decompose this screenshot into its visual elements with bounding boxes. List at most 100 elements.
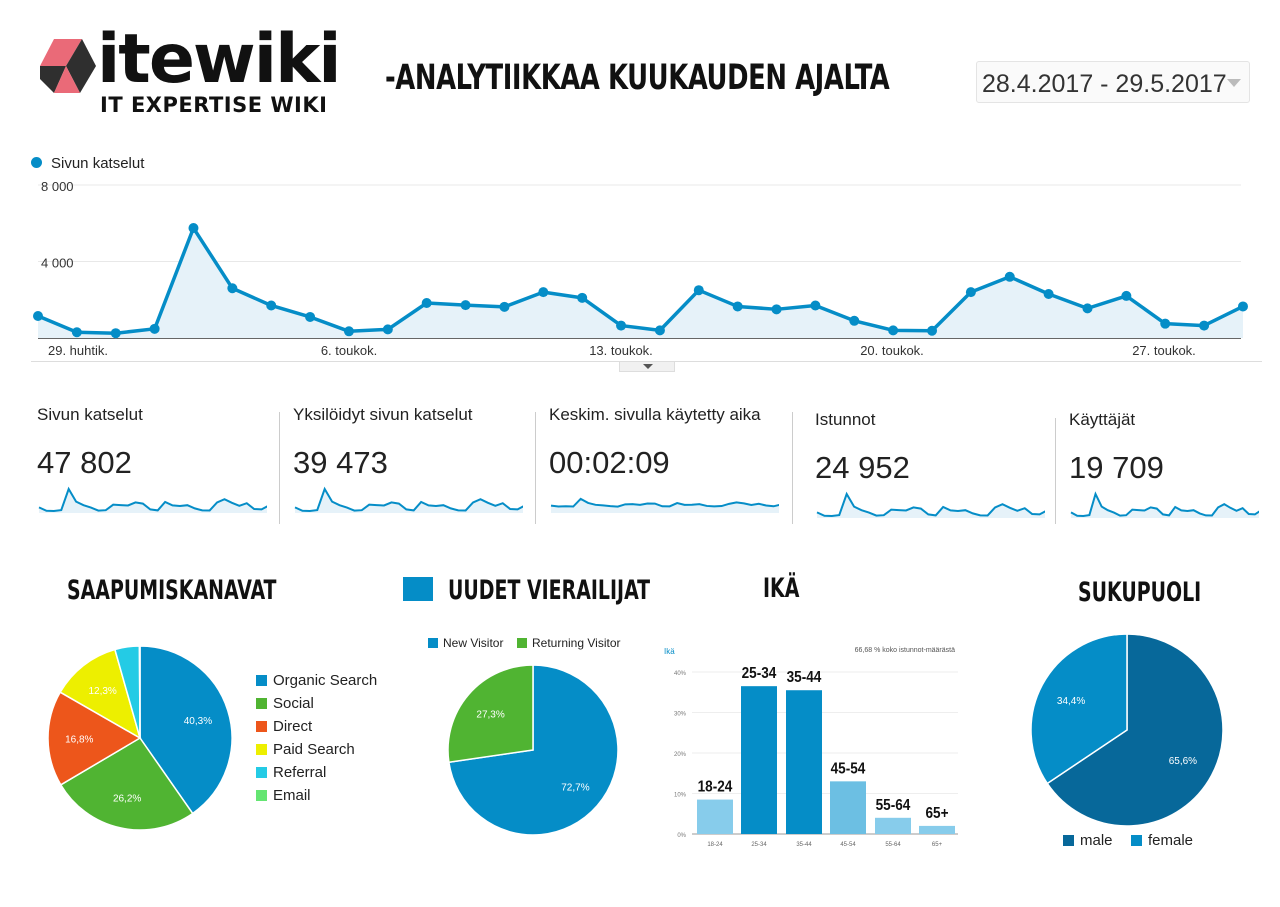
legend-item[interactable]: Email [256,787,311,804]
age-corner-label: Ikä [664,647,675,656]
metric-card[interactable]: Käyttäjät 19 709 [1069,405,1280,530]
age-overlay-label: 25-34 [742,665,777,682]
data-point[interactable] [421,298,432,309]
data-point[interactable] [110,328,121,339]
legend-item[interactable]: Direct [256,718,312,735]
data-point[interactable] [382,324,393,335]
metric-sparkline [816,491,1045,518]
metric-label: Käyttäjät [1069,410,1136,429]
data-point[interactable] [732,301,743,312]
age-bar[interactable] [875,817,911,834]
data-point[interactable] [305,311,316,322]
data-point[interactable] [1082,303,1093,314]
pie-slice[interactable] [1030,633,1128,785]
legend-swatch [256,767,267,778]
collapse-chart-button[interactable] [619,361,675,372]
legend-label: Referral [273,764,327,781]
data-point[interactable] [888,325,899,336]
sparkline-line [1070,491,1259,518]
data-point[interactable] [616,320,627,331]
x-tick-label: 20. toukok. [860,343,924,358]
legend-item[interactable]: Social [256,695,314,712]
data-point[interactable] [188,223,199,234]
data-point[interactable] [499,301,510,312]
legend-item[interactable]: male [1063,832,1113,849]
legend-item[interactable]: Organic Search [256,672,377,689]
metric-separator [792,412,793,524]
metric-card[interactable]: Yksilöidyt sivun katselut 39 473 [293,405,543,530]
metric-value: 19 709 [1069,450,1164,485]
data-point[interactable] [149,323,160,334]
data-point[interactable] [71,327,82,338]
metric-label: Keskim. sivulla käytetty aika [549,405,761,424]
pie-slice[interactable] [47,691,142,786]
pie-slice[interactable] [59,737,194,831]
age-bar[interactable] [697,799,733,834]
data-point[interactable] [965,287,976,298]
metric-card[interactable]: Keskim. sivulla käytetty aika 00:02:09 [549,405,799,530]
pie-slice[interactable] [59,648,142,740]
metric-separator [1055,418,1056,524]
data-point[interactable] [810,300,821,311]
legend-item[interactable]: Referral [256,764,326,781]
x-tick-label: 55-64 [885,842,901,848]
pie-slice[interactable] [447,664,534,764]
legend-dot-icon [31,157,42,168]
data-point[interactable] [654,325,665,336]
y-tick-label: 4 000 [41,256,74,271]
age-bar[interactable] [830,781,866,834]
metric-label: Yksilöidyt sivun katselut [293,405,473,424]
metric-card[interactable]: Sivun katselut 47 802 [37,405,287,530]
legend-label: Direct [273,718,313,735]
slice-label: 34,4% [1057,696,1085,707]
data-point[interactable] [266,300,277,311]
pie-slice[interactable] [139,645,233,815]
age-bar[interactable] [741,686,777,834]
age-bar[interactable] [919,825,955,834]
data-point[interactable] [460,300,471,311]
data-point[interactable] [577,292,588,303]
metric-sparkline [294,486,523,513]
legend-swatch [1063,835,1074,846]
date-range-selector[interactable]: 28.4.2017 - 29.5.2017 [976,61,1250,103]
legend-item[interactable]: female [1131,832,1193,849]
logo-mark-icon [40,39,96,93]
age-note: 66,68 % koko istunnot-määrästä [855,647,955,654]
legend-item[interactable]: New Visitor [428,636,503,650]
slice-label: 16,8% [65,734,93,745]
x-tick-label: 27. toukok. [1132,343,1196,358]
logo-wordmark: itewiki [97,20,342,99]
pie-slice[interactable] [1046,633,1224,827]
data-point[interactable] [1004,271,1015,282]
visitors-title-square-icon [403,577,433,601]
slice-label: 40,3% [184,716,212,727]
data-point[interactable] [693,285,704,296]
sparkline-line [550,497,779,508]
data-point[interactable] [849,315,860,326]
data-point[interactable] [538,287,549,298]
data-point[interactable] [33,311,43,322]
itewiki-logo[interactable] [36,30,366,125]
legend-item[interactable]: Returning Visitor [517,636,621,650]
metric-label: Sivun katselut [37,405,143,424]
data-point[interactable] [771,304,782,315]
metric-card[interactable]: Istunnot 24 952 [815,405,1065,530]
data-point[interactable] [1043,289,1054,300]
data-point[interactable] [1237,301,1248,312]
legend-item[interactable]: Paid Search [256,741,355,758]
data-point[interactable] [1199,320,1210,331]
legend-swatch [1131,835,1142,846]
chevron-down-icon[interactable] [1227,79,1241,87]
age-bar[interactable] [786,690,822,834]
data-point[interactable] [1121,290,1132,301]
data-point[interactable] [227,283,238,294]
data-point[interactable] [927,325,938,336]
pie-slice[interactable] [138,645,141,739]
age-overlay-label: 35-44 [787,669,822,686]
data-point[interactable] [343,326,354,337]
data-point[interactable] [1160,318,1171,329]
metric-value: 24 952 [815,450,910,485]
visitors-title: UUDET VIERAILIJAT [448,575,651,606]
slice-label: 12,3% [88,686,116,697]
x-tick-label: 18-24 [707,842,723,848]
